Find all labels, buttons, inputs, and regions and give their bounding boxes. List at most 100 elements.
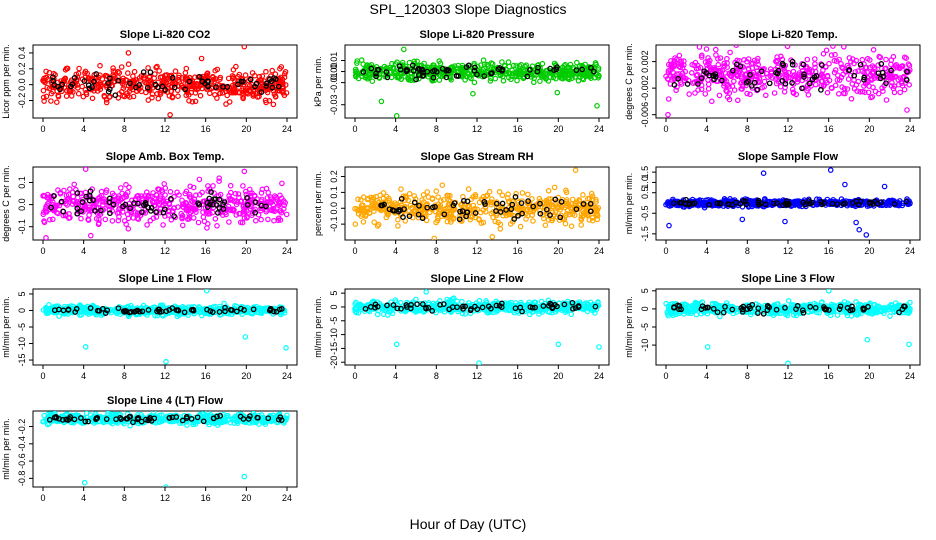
overlay-point <box>552 196 559 203</box>
overlay-point <box>122 201 129 208</box>
overlay-point <box>220 201 226 208</box>
overlay-point <box>440 301 447 307</box>
data-point <box>424 189 431 195</box>
data-point <box>566 70 573 77</box>
data-point <box>530 218 536 224</box>
data-point <box>182 199 189 206</box>
data-point <box>826 60 832 67</box>
overlay-point <box>429 204 436 211</box>
data-point <box>41 98 47 104</box>
y-tick-label: -15 <box>17 354 27 367</box>
data-point <box>435 194 441 200</box>
overlay-point <box>493 200 500 207</box>
data-point <box>756 75 763 82</box>
y-tick-label: -5 <box>329 317 339 325</box>
data-point <box>880 88 886 95</box>
data-point <box>717 55 724 61</box>
y-tick-label: 0 <box>17 308 27 313</box>
data-point <box>85 76 92 82</box>
data-point <box>196 304 202 310</box>
x-tick-label: 4 <box>704 371 709 381</box>
x-tick-label: 16 <box>824 371 834 381</box>
data-point <box>405 197 412 204</box>
data-point <box>468 75 474 82</box>
data-point <box>876 53 883 60</box>
overlay-point <box>813 72 820 79</box>
outlier-point <box>125 50 132 56</box>
overlay-point <box>782 200 789 207</box>
data-point <box>78 215 84 222</box>
overlay-point <box>429 308 436 314</box>
overlay-point <box>472 210 479 216</box>
data-point <box>217 90 224 97</box>
overlay-point <box>743 79 750 86</box>
x-tick-label: 8 <box>122 124 127 134</box>
data-point <box>855 68 861 74</box>
data-point <box>115 198 122 204</box>
data-point <box>584 308 591 315</box>
data-point <box>483 193 490 200</box>
data-point <box>236 84 242 91</box>
overlay-point <box>222 308 228 315</box>
data-point <box>109 190 116 197</box>
data-point <box>534 62 541 69</box>
x-tick-label: 4 <box>704 124 709 134</box>
x-tick-label: 16 <box>201 371 211 381</box>
data-point <box>526 199 533 206</box>
data-point <box>709 203 716 209</box>
overlay-point <box>263 203 269 210</box>
data-point <box>842 90 848 97</box>
data-point <box>162 185 169 191</box>
data-point <box>102 216 109 223</box>
overlay-point <box>883 80 889 87</box>
outlier-point <box>241 168 248 175</box>
data-point <box>543 76 549 82</box>
data-point <box>507 221 514 227</box>
x-tick-label: 24 <box>905 246 915 256</box>
data-point <box>579 62 585 69</box>
y-tick-label: -0.2 <box>17 93 27 109</box>
overlay-point <box>570 305 576 312</box>
data-point <box>374 311 381 318</box>
data-point <box>487 78 494 84</box>
overlay-point <box>233 308 240 315</box>
data-point <box>225 203 232 210</box>
data-point <box>275 202 282 209</box>
data-point <box>864 79 871 86</box>
y-axis-label: ml/min per min. <box>1 296 11 358</box>
overlay-point <box>857 61 864 68</box>
data-point <box>191 199 198 206</box>
overlay-point <box>85 82 92 89</box>
overlay-point <box>799 85 805 92</box>
overlay-point <box>806 80 813 87</box>
data-point <box>172 68 179 75</box>
data-point <box>113 309 119 316</box>
data-point <box>703 197 709 204</box>
outlier-point <box>400 46 407 53</box>
data-point <box>665 96 672 102</box>
overlay-point <box>819 62 825 68</box>
data-point <box>145 65 151 71</box>
overlay-point <box>463 64 470 70</box>
data-point <box>580 192 586 198</box>
overlay-point <box>92 208 98 214</box>
overlay-point <box>432 204 438 210</box>
points-layer <box>352 289 602 365</box>
data-point <box>519 190 526 196</box>
data-point <box>232 190 239 197</box>
data-point <box>55 92 62 99</box>
data-point <box>880 199 887 205</box>
overlay-point <box>503 207 509 213</box>
y-tick-label: -10 <box>640 339 650 352</box>
overlay-point <box>725 201 731 207</box>
overlay-point <box>766 80 773 87</box>
overlay-point <box>508 206 515 212</box>
data-point <box>505 59 512 65</box>
data-point <box>692 90 698 96</box>
x-tick-label: 16 <box>513 371 523 381</box>
data-point <box>360 194 367 200</box>
overlay-point <box>479 304 486 311</box>
outlier-point <box>782 218 788 225</box>
overlay-point <box>431 67 438 74</box>
data-point <box>406 191 413 197</box>
